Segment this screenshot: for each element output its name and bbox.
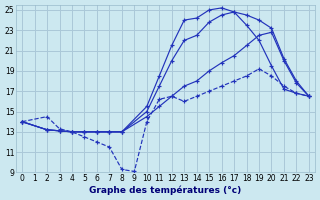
X-axis label: Graphe des températures (°c): Graphe des températures (°c) [89, 186, 242, 195]
